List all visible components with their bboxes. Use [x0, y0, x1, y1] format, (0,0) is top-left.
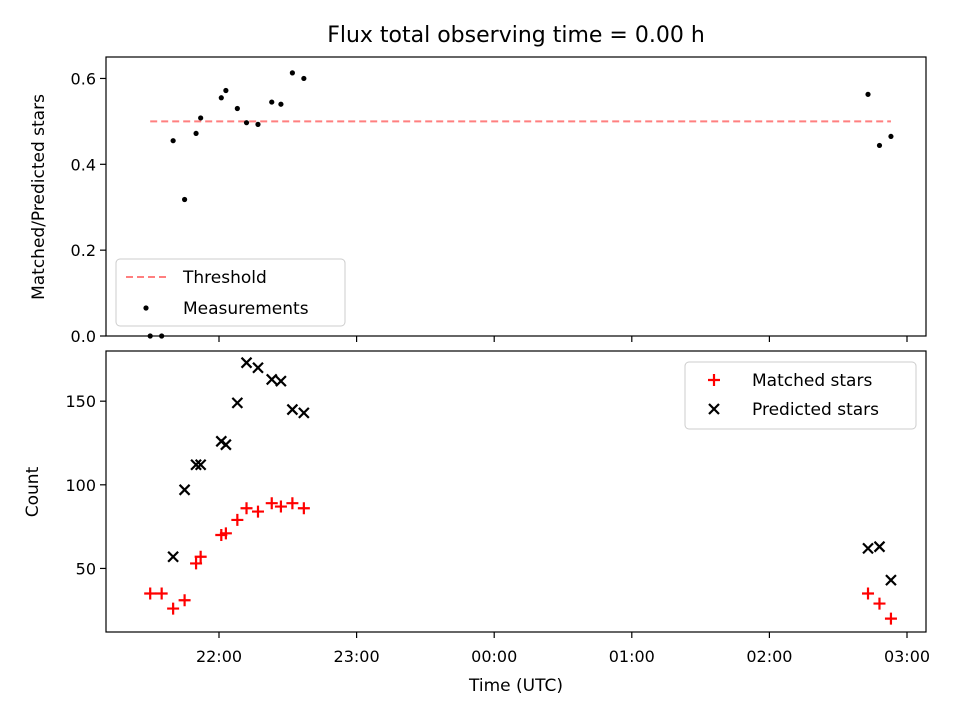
- predicted-star-point: [167, 550, 179, 563]
- bottom-legend: Matched stars Predicted stars: [684, 361, 917, 430]
- predicted-star-point: [220, 438, 232, 451]
- top-y-tick-label: 0.6: [71, 69, 96, 88]
- matched-star-point: [155, 587, 168, 600]
- predicted-star-point: [862, 542, 874, 555]
- matched-star-point: [219, 527, 232, 540]
- predicted-star-point: [885, 574, 897, 586]
- measurement-point: [888, 133, 894, 140]
- matched-star-point: [873, 597, 886, 610]
- chart-title: Flux total observing time = 0.00 h: [327, 23, 705, 48]
- matched-star-point: [144, 587, 157, 600]
- predicted-stars-points: [167, 356, 897, 586]
- top-y-ticks: 0.0 0.2 0.4 0.6: [71, 69, 106, 346]
- matched-star-point: [862, 587, 875, 600]
- top-axes-frame: [105, 56, 927, 337]
- predicted-star-point: [194, 458, 207, 471]
- legend-threshold-label: Threshold: [182, 268, 267, 288]
- measurement-point: [301, 75, 307, 82]
- predicted-star-point: [275, 375, 287, 387]
- matched-star-point: [240, 502, 253, 515]
- predicted-star-point: [298, 407, 310, 419]
- matched-star-point: [286, 497, 299, 510]
- bottom-y-tick-label: 100: [65, 476, 96, 495]
- legend-predicted-label: Predicted stars: [752, 400, 879, 420]
- measurement-point: [198, 115, 204, 121]
- bottom-y-tick-label: 150: [65, 392, 96, 411]
- legend-predicted-swatch: [708, 403, 720, 415]
- matched-star-point: [265, 497, 278, 510]
- x-tick-label: 01:00: [609, 647, 655, 666]
- x-tick-label: 22:00: [196, 647, 242, 666]
- measurement-point: [234, 105, 240, 112]
- top-y-tick-label: 0.0: [71, 327, 96, 346]
- matched-star-point: [297, 502, 310, 515]
- measurement-point: [876, 142, 883, 149]
- x-tick-label: 02:00: [746, 647, 792, 666]
- x-axis-label: Time (UTC): [468, 676, 563, 696]
- matched-star-point: [274, 500, 287, 513]
- measurement-point: [278, 101, 284, 107]
- measurement-point: [170, 138, 176, 144]
- top-legend: Threshold Measurements: [115, 258, 346, 327]
- predicted-star-point: [231, 397, 244, 409]
- predicted-star-point: [252, 361, 264, 374]
- matched-star-point: [167, 602, 180, 615]
- matched-star-point: [178, 594, 191, 607]
- legend-measurements-swatch: [143, 305, 149, 311]
- top-y-tick-label: 0.4: [71, 155, 96, 174]
- predicted-star-point: [178, 484, 191, 496]
- matched-star-point: [251, 505, 264, 518]
- predicted-star-point: [873, 540, 886, 553]
- measurement-point: [182, 196, 188, 203]
- predicted-star-point: [190, 458, 202, 471]
- measurement-point: [865, 91, 871, 97]
- top-y-tick-label: 0.2: [71, 241, 96, 260]
- legend-matched-label: Matched stars: [752, 371, 872, 391]
- bottom-y-tick-label: 50: [76, 559, 96, 578]
- top-y-axis-label: Matched/Predicted stars: [29, 94, 49, 300]
- measurement-point: [218, 95, 224, 101]
- x-tick-label: 03:00: [884, 647, 930, 666]
- x-tick-label: 23:00: [334, 647, 380, 666]
- bottom-panel: Count Time (UTC) 50 100 150 22:00 23:00 00:0…: [23, 350, 930, 696]
- legend-measurements-label: Measurements: [183, 299, 309, 319]
- matched-star-point: [190, 557, 203, 570]
- matched-star-point: [884, 612, 897, 625]
- top-panel: Matched/Predicted stars 0.0 0.2 0.4 0.6 Thr…: [29, 56, 927, 346]
- measurement-point: [289, 70, 295, 76]
- bottom-x-ticks: 22:00 23:00 00:00 01:00 02:00 03:00: [196, 632, 930, 666]
- measurement-point: [255, 121, 261, 127]
- bottom-axes-frame: [105, 350, 927, 633]
- bottom-y-ticks: 50 100 150: [65, 392, 106, 578]
- legend-matched-swatch: [708, 374, 720, 386]
- matched-star-point: [194, 550, 207, 563]
- top-legend-box: [115, 258, 346, 327]
- measurement-point: [243, 120, 250, 126]
- predicted-star-point: [265, 373, 278, 386]
- predicted-star-point: [286, 403, 299, 416]
- bottom-y-axis-label: Count: [23, 466, 43, 517]
- x-tick-label: 00:00: [471, 647, 517, 666]
- predicted-star-point: [240, 356, 253, 369]
- measurement-point: [193, 130, 199, 137]
- matched-star-point: [231, 513, 244, 526]
- matched-stars-points: [144, 497, 897, 625]
- measurement-point: [269, 99, 275, 105]
- top-x-ticks: [218, 336, 908, 342]
- bottom-legend-box: [684, 361, 917, 430]
- measurement-point: [223, 87, 229, 94]
